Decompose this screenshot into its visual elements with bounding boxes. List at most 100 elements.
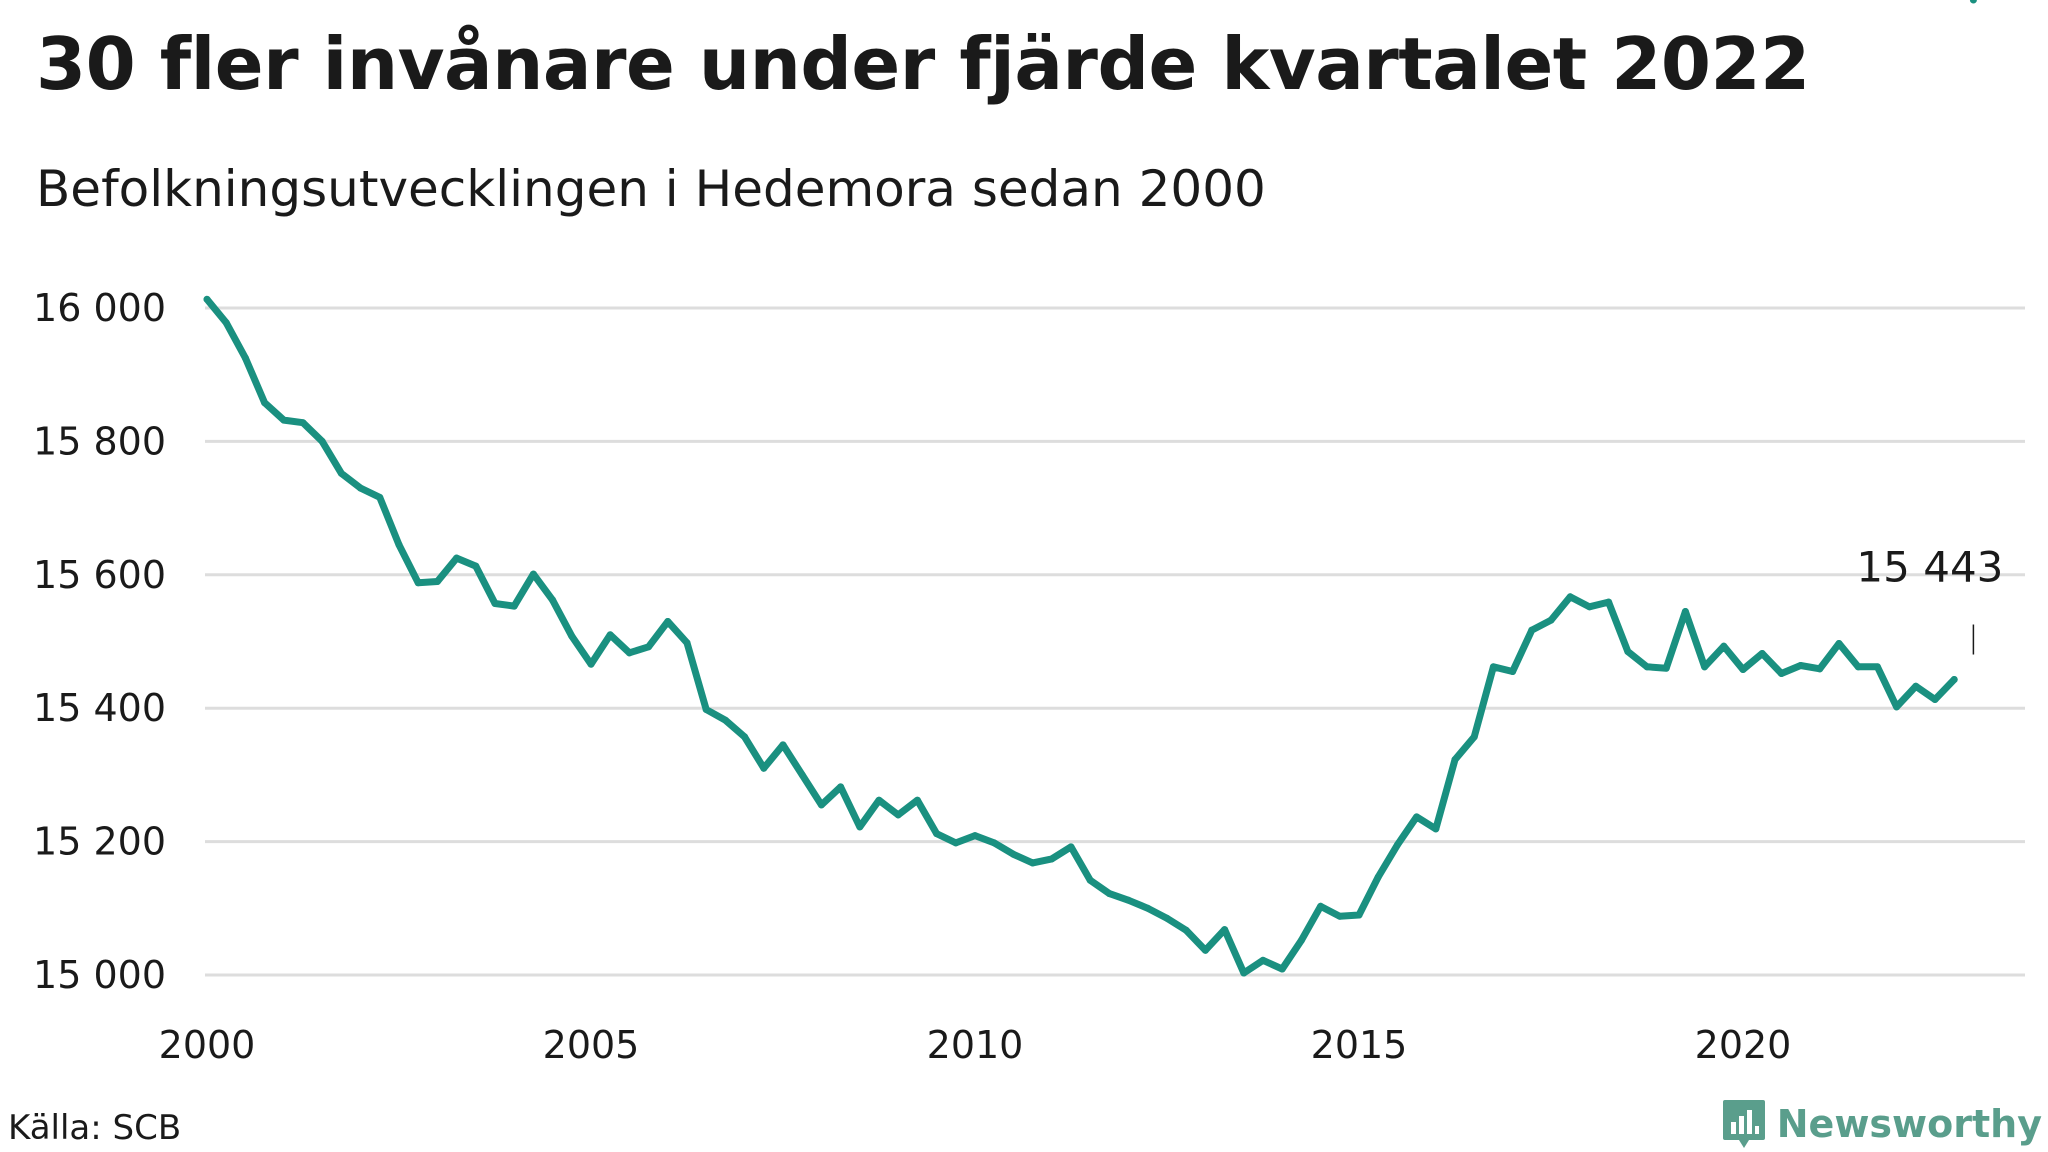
data-point xyxy=(414,579,422,587)
data-point xyxy=(395,541,403,549)
data-point xyxy=(1067,843,1075,851)
bar-chart-icon xyxy=(1722,1100,1765,1148)
data-point xyxy=(241,354,249,362)
data-point xyxy=(510,602,518,610)
data-point xyxy=(1720,642,1728,650)
data-point xyxy=(222,319,230,327)
x-tick-label: 2015 xyxy=(1311,1023,1408,1067)
brand-logo: Newsworthy xyxy=(1721,1098,2042,1150)
data-point xyxy=(433,577,441,585)
data-point xyxy=(1201,946,1209,954)
data-point xyxy=(990,839,998,847)
data-points xyxy=(203,0,1977,977)
data-point xyxy=(529,570,537,578)
data-point xyxy=(1643,663,1651,671)
source-credit: Källa: SCB xyxy=(8,1108,182,1148)
data-point xyxy=(1758,650,1766,658)
data-point xyxy=(1566,593,1574,601)
data-point xyxy=(1355,911,1363,919)
data-point xyxy=(1297,936,1305,944)
data-point xyxy=(606,631,614,639)
data-point xyxy=(1912,682,1920,690)
x-tick-label: 2000 xyxy=(159,1023,256,1067)
data-point xyxy=(1624,648,1632,656)
data-point xyxy=(318,437,326,445)
data-point xyxy=(1470,733,1478,741)
data-point xyxy=(760,764,768,772)
data-point xyxy=(1509,668,1517,676)
data-point xyxy=(933,830,941,838)
data-point xyxy=(875,796,883,804)
data-point xyxy=(741,733,749,741)
data-point xyxy=(1259,956,1267,964)
data-point xyxy=(1835,640,1843,648)
data-point xyxy=(1009,850,1017,858)
data-point xyxy=(1125,896,1133,904)
data-point xyxy=(683,639,691,647)
data-point xyxy=(587,660,595,668)
y-tick-label: 15 600 xyxy=(33,553,166,597)
data-point xyxy=(357,484,365,492)
data-point xyxy=(1681,607,1689,615)
y-tick-label: 16 000 xyxy=(33,286,166,330)
x-tick-label: 2005 xyxy=(543,1023,640,1067)
data-point xyxy=(453,554,461,562)
data-point xyxy=(798,771,806,779)
data-point xyxy=(1854,663,1862,671)
data-point xyxy=(1950,676,1958,684)
data-point xyxy=(1739,666,1747,674)
gridlines xyxy=(205,306,2025,977)
y-tick-label: 15 400 xyxy=(33,686,166,730)
data-point xyxy=(1605,598,1613,606)
y-axis-ticks: 15 000 15 200 15 400 15 600 15 800 16 000 xyxy=(33,286,166,997)
data-point xyxy=(1432,825,1440,833)
data-point xyxy=(702,706,710,714)
data-point xyxy=(491,599,499,607)
data-point xyxy=(1662,664,1670,672)
data-point xyxy=(894,811,902,819)
data-point xyxy=(1413,813,1421,821)
data-point xyxy=(472,562,480,570)
data-point xyxy=(1969,0,1977,4)
data-point xyxy=(1144,904,1152,912)
data-point xyxy=(1931,696,1939,704)
data-point xyxy=(1777,670,1785,678)
data-point xyxy=(1797,662,1805,670)
data-point xyxy=(1029,859,1037,867)
data-point xyxy=(1048,855,1056,863)
data-point xyxy=(549,596,557,604)
data-point xyxy=(1873,663,1881,671)
data-point xyxy=(1701,663,1709,671)
data-point xyxy=(721,716,729,724)
data-point xyxy=(1336,912,1344,920)
data-point xyxy=(337,469,345,477)
brand-name: Newsworthy xyxy=(1776,1102,2042,1146)
chart-title: 30 fler invånare under fjärde kvartalet … xyxy=(36,22,1810,106)
data-point xyxy=(1278,965,1286,973)
data-point xyxy=(1893,703,1901,711)
data-point xyxy=(1221,926,1229,934)
data-point xyxy=(952,839,960,847)
data-point xyxy=(664,617,672,625)
data-point xyxy=(203,295,211,303)
data-point xyxy=(625,649,633,657)
data-point xyxy=(568,632,576,640)
population-line xyxy=(203,295,1958,977)
data-point xyxy=(817,801,825,809)
data-point xyxy=(1547,616,1555,624)
x-tick-label: 2010 xyxy=(927,1023,1024,1067)
data-point xyxy=(1451,756,1459,764)
data-point xyxy=(779,741,787,749)
data-point xyxy=(1163,914,1171,922)
data-point xyxy=(1585,603,1593,611)
data-point xyxy=(299,419,307,427)
y-tick-label: 15 200 xyxy=(33,820,166,864)
data-point xyxy=(280,416,288,424)
data-point xyxy=(1393,841,1401,849)
data-point xyxy=(1105,890,1113,898)
data-point xyxy=(1240,969,1248,977)
chart-subtitle: Befolkningsutvecklingen i Hedemora sedan… xyxy=(36,160,1266,218)
data-point xyxy=(261,399,269,407)
annotation-label: 15 443 xyxy=(1856,543,2003,592)
y-tick-label: 15 800 xyxy=(33,419,166,463)
